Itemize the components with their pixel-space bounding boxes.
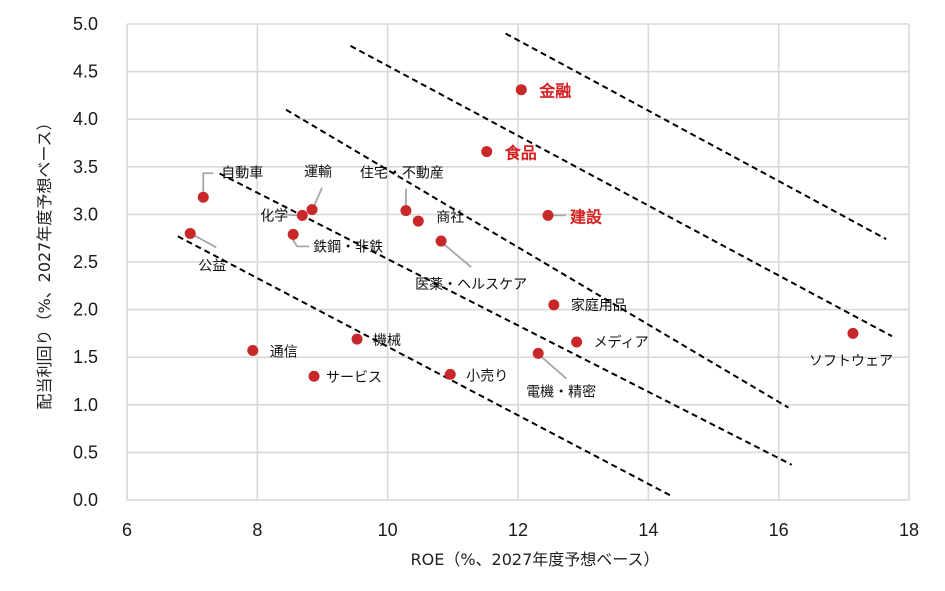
reference-lines [177, 32, 893, 498]
data-point [435, 235, 447, 247]
x-tick-label: 6 [122, 520, 132, 540]
data-point [444, 368, 456, 380]
x-tick-label: 14 [638, 520, 658, 540]
data-point [515, 84, 527, 96]
x-tick-label: 8 [252, 520, 262, 540]
point-label: 公益 [198, 258, 226, 274]
point-label: 住宅・不動産 [360, 166, 444, 182]
y-tick-label: 1.0 [73, 395, 98, 415]
point-label: 電機・精密 [526, 383, 596, 400]
data-point [571, 336, 583, 348]
gridlines [126, 23, 910, 501]
data-point [542, 209, 554, 221]
point-label: ソフトウェア [809, 353, 893, 369]
dashed-reference-line [177, 235, 673, 498]
point-label: 家庭用品 [571, 297, 627, 314]
data-point [287, 228, 299, 240]
dashed-reference-line [350, 45, 893, 338]
data-point [308, 370, 320, 382]
data-point [548, 299, 560, 311]
point-label: 医薬・ヘルスケア [415, 277, 527, 293]
y-tick-label: 1.5 [73, 347, 98, 367]
x-tick-label: 10 [378, 520, 398, 540]
y-axis-ticks: 0.0 0.5 1.0 1.5 2.0 2.5 3.0 3.5 4.0 4.5 5.0 [73, 14, 98, 510]
dashed-reference-line [285, 108, 789, 409]
y-tick-label: 3.5 [73, 157, 98, 177]
data-points [184, 84, 859, 382]
point-label: 化学 [260, 208, 288, 224]
x-tick-label: 18 [899, 520, 919, 540]
data-point [400, 205, 412, 217]
y-tick-label: 4.5 [73, 62, 98, 82]
data-point [532, 347, 544, 359]
y-tick-label: 5.0 [73, 14, 98, 34]
y-tick-label: 4.0 [73, 109, 98, 129]
point-label: 鉄鋼・非鉄 [313, 239, 383, 255]
point-label: 小売り [466, 368, 508, 384]
y-tick-label: 0.0 [73, 490, 98, 510]
data-point [197, 191, 209, 203]
data-point [296, 209, 308, 221]
y-tick-label: 0.5 [73, 442, 98, 462]
y-tick-label: 2.0 [73, 300, 98, 320]
point-label: 食品 [504, 144, 537, 163]
data-point [184, 227, 196, 239]
point-label: 金融 [538, 82, 571, 101]
data-point [481, 146, 493, 158]
data-point [847, 327, 859, 339]
point-label: 運輸 [304, 165, 332, 181]
y-tick-label: 3.0 [73, 204, 98, 224]
point-label: 機械 [373, 333, 401, 349]
x-axis-title: ROE（%、2027年度予想ベース） [411, 550, 660, 569]
data-point [306, 204, 318, 216]
x-axis-ticks: 6 8 10 12 14 16 18 [122, 520, 919, 540]
x-tick-label: 12 [508, 520, 528, 540]
point-label: メディア [594, 334, 649, 351]
data-point [351, 333, 363, 345]
y-axis-title: 配当利回り（%、2027年度予想ベース） [35, 114, 54, 409]
data-point [412, 215, 424, 227]
point-label: 自動車 [221, 164, 263, 181]
leader-line [440, 240, 472, 268]
point-label: 建設 [570, 207, 603, 226]
y-tick-label: 2.5 [73, 252, 98, 272]
point-label: 商社 [436, 210, 464, 226]
point-label: サービス [326, 370, 382, 386]
dashed-reference-line [219, 172, 793, 466]
point-label: 通信 [270, 345, 298, 361]
dashed-reference-line [505, 32, 887, 241]
data-point [247, 345, 259, 357]
x-tick-label: 16 [769, 520, 789, 540]
